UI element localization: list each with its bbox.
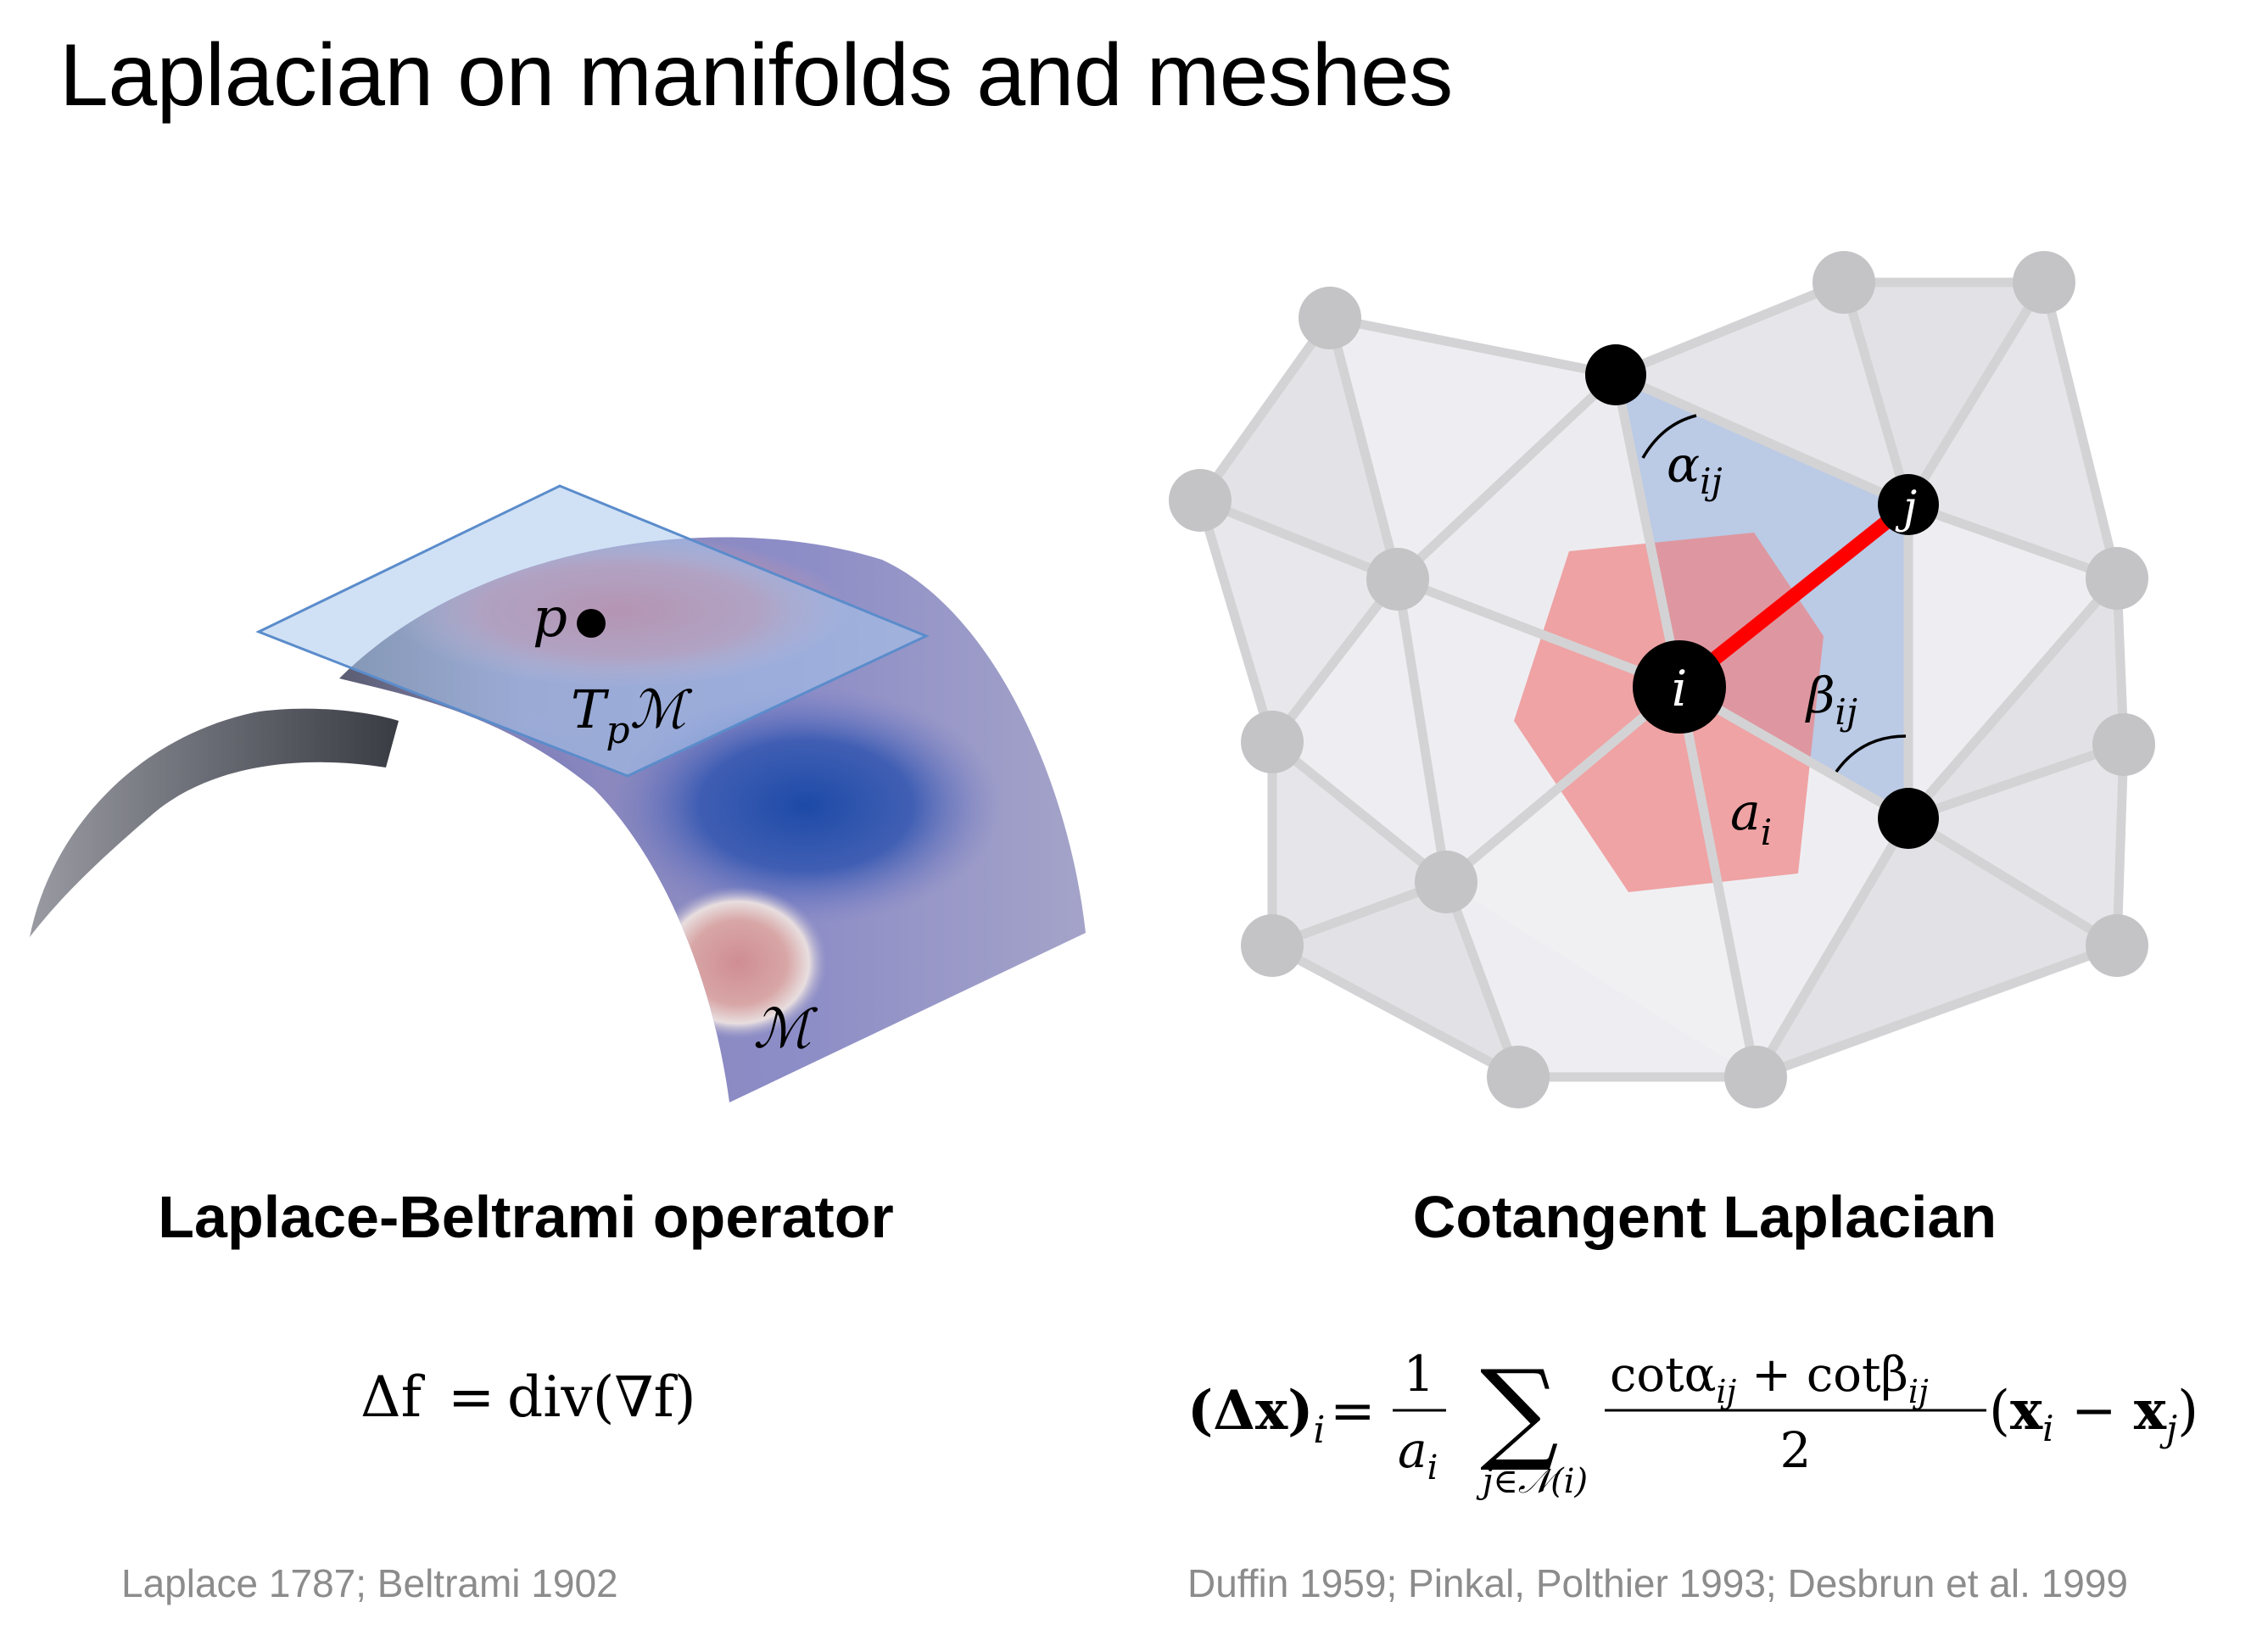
mesh-illustration: i j αij βij ai [1169, 251, 2155, 1108]
svg-text:αij: αij [1667, 436, 1723, 502]
svg-text:=: = [448, 1365, 494, 1430]
formula-lhs-subscript: i [1313, 1409, 1325, 1452]
formula-lhs: (Δx) [1187, 1379, 1313, 1443]
svg-text:Δf: Δf [360, 1365, 426, 1430]
point-p-marker [577, 609, 606, 638]
beta-label: β [1805, 667, 1835, 724]
svg-text:ai: ai [1398, 1421, 1438, 1487]
numerator-cot-beta: cotβ [1807, 1348, 1908, 1403]
manifold-illustration: p Tpℳ ℳ [30, 484, 1086, 1102]
formula-equals: = [1330, 1380, 1376, 1443]
svg-text:ai: ai [1730, 783, 1772, 853]
diff-open-paren: ( [1989, 1380, 2010, 1443]
numerator-plus: + [1751, 1348, 1791, 1403]
alpha-label: α [1667, 436, 1700, 494]
sum-symbol: ∑ [1480, 1346, 1559, 1475]
cotangent-laplacian-heading: Cotangent Laplacian [1412, 1184, 1997, 1250]
svg-text:div(∇f): div(∇f) [507, 1365, 696, 1430]
cotangent-laplacian-formula: (Δx)i = 1 ai ∑ j∈𝒩(i) cotαij + cotβij 2 … [1187, 1345, 2198, 1501]
svg-text:(Δx)i: (Δx)i [1187, 1379, 1325, 1452]
slide-title: Laplacian on manifolds and meshes [59, 26, 1453, 125]
svg-text:Tpℳ: Tpℳ [571, 678, 693, 752]
beta-angle-arc [1835, 734, 1907, 773]
alpha-subscript: ij [1700, 460, 1722, 502]
diff-xi: x [2010, 1379, 2043, 1443]
area-label: a [1730, 783, 1761, 842]
diff-minus: − [2071, 1380, 2117, 1443]
area-subscript: i [1761, 812, 1772, 853]
vertex-i [1633, 640, 1726, 734]
diff-close-paren: ) [2177, 1380, 2198, 1443]
tangent-plane-subscript: p [606, 709, 629, 752]
diff-xi-subscript: i [2042, 1408, 2053, 1449]
numerator-alpha-subscript: ij [1716, 1373, 1736, 1410]
beta-subscript: ij [1835, 691, 1857, 733]
alpha-angle-arc [1641, 414, 1697, 459]
mesh-nodes [1169, 251, 2155, 1108]
point-p-label: p [533, 587, 567, 650]
frac1-numerator: 1 [1404, 1345, 1435, 1403]
laplace-beltrami-heading: Laplace-Beltrami operator [158, 1184, 894, 1250]
tangent-plane-manifold: ℳ [630, 678, 693, 740]
diff-xj: x [2134, 1379, 2167, 1443]
svg-text:(xi − xj): (xi − xj) [1989, 1379, 2198, 1449]
tangent-plane-label: T [571, 678, 610, 740]
vertex-i-label: i [1672, 660, 1688, 717]
svg-text:βij: βij [1805, 667, 1857, 733]
formula-equals: = [448, 1365, 494, 1430]
vertex-j [1878, 474, 1939, 535]
formula-rhs: div(∇f) [507, 1365, 696, 1430]
sum-subscript: j∈𝒩(i) [1476, 1462, 1588, 1501]
mesh-faces [1200, 282, 2124, 1077]
formula-lhs: Δf [360, 1365, 426, 1430]
numerator-cot-alpha: cotα [1610, 1348, 1716, 1403]
laplace-beltrami-formula: Δf = div(∇f) [360, 1365, 696, 1430]
surface-backside [30, 708, 399, 937]
edge-ij [1672, 497, 1916, 695]
svg-text:cotαij + cotβij: cotαij + cotβij [1610, 1348, 1929, 1410]
laplace-beltrami-citation: Laplace 1787; Beltrami 1902 [121, 1561, 618, 1605]
numerator-beta-subscript: ij [1908, 1373, 1929, 1410]
frac2-denominator: 2 [1780, 1421, 1812, 1479]
mesh-edges [1195, 277, 2129, 1082]
frac1-denominator: a [1398, 1421, 1427, 1479]
vertex-beta-opposite [1878, 788, 1939, 849]
frac1-denominator-subscript: i [1427, 1448, 1438, 1487]
cotangent-laplacian-citation: Duffin 1959; Pinkal, Polthier 1993; Desb… [1187, 1561, 2128, 1605]
vertex-alpha-opposite [1585, 344, 1646, 405]
manifold-label: ℳ [753, 998, 818, 1061]
